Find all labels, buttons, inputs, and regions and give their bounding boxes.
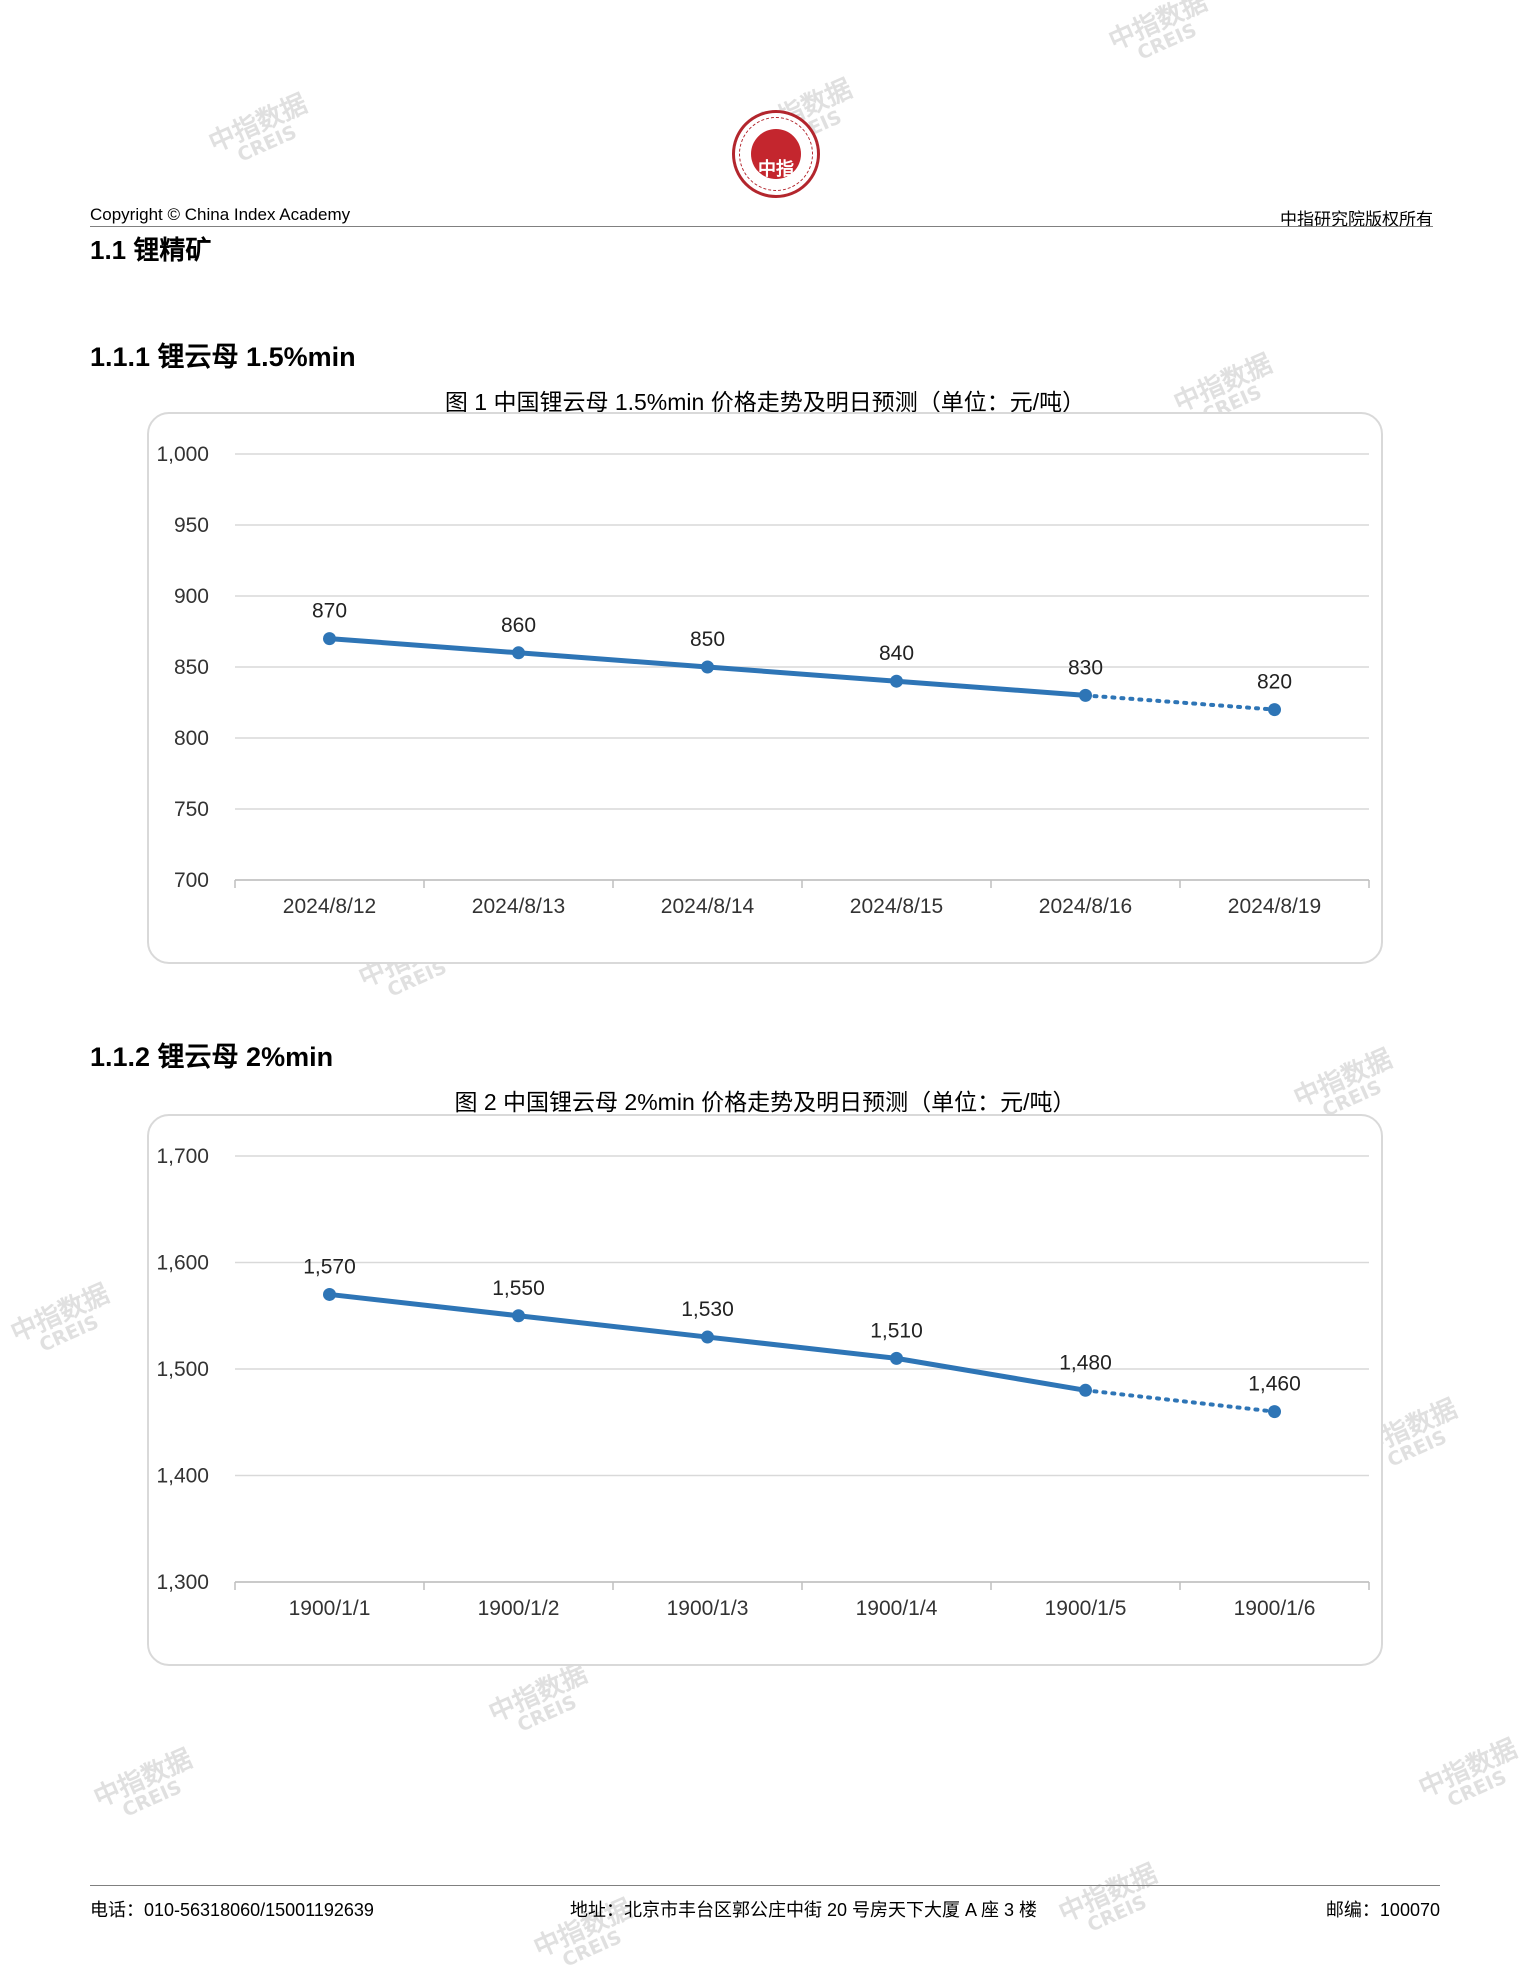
data-point [1079,688,1092,702]
x-tick-label: 2024/8/12 [283,895,376,918]
data-label: 830 [1068,656,1103,679]
data-point [701,660,714,674]
logo-ring [739,117,813,191]
data-label: 850 [690,628,725,651]
data-label: 870 [312,600,347,623]
data-point [512,646,525,660]
data-point [890,674,903,688]
subsection-heading-2: 1.1.2 锂云母 2%min [90,1042,334,1072]
x-tick-label: 1900/1/4 [856,1597,938,1620]
x-tick-label: 1900/1/3 [667,1597,749,1620]
series-line-forecast [1083,693,1277,712]
y-tick-label: 1,400 [156,1465,209,1488]
data-label: 1,460 [1248,1373,1301,1396]
logo-text: 中指 [758,159,794,180]
y-tick-label: 800 [174,727,209,750]
y-tick-label: 1,700 [156,1145,209,1168]
data-point [512,1309,525,1323]
y-tick-label: 1,600 [156,1252,209,1275]
data-point [890,1351,903,1365]
data-label: 860 [501,614,536,637]
chart-1-container: 700 750 800 850 900 950 1,000 2024/8/12 2024/8/1… [147,412,1383,964]
chart-2-container: 1,300 1,400 1,500 1,600 1,700 1900/1/1 1900/1/… [147,1114,1383,1666]
footer-phone: 电话：010-56318060/15001192639 [90,1900,374,1920]
y-tick-label: 950 [174,514,209,537]
x-tick-label: 1900/1/1 [289,1597,371,1620]
footer-address: 地址：北京市丰台区郭公庄中街 20 号房天下大厦 A 座 3 楼 [570,1900,1038,1920]
data-label: 1,530 [681,1298,734,1321]
data-point [1079,1383,1092,1397]
footer-postcode: 邮编：100070 [1325,1900,1440,1920]
y-tick-label: 850 [174,656,209,679]
logo-emblem: 中指 [751,129,801,180]
subsection-heading-1: 1.1.1 锂云母 1.5%min [90,342,356,372]
y-tick-label: 1,300 [156,1571,209,1594]
china-index-academy-logo: 中指 [732,110,820,198]
data-label: 820 [1257,671,1292,694]
figure-1-title: 图 1 中国锂云母 1.5%min 价格走势及明日预测（单位：元/吨） [444,389,1086,415]
data-point [701,1330,714,1344]
y-tick-label: 900 [174,585,209,608]
y-tick-label: 700 [174,869,209,892]
section-heading: 1.1 锂精矿 [90,235,212,265]
footer-divider [90,1885,1440,1886]
chart-2-svg: 1,300 1,400 1,500 1,600 1,700 1900/1/1 1900/1/… [156,1145,1370,1620]
header-divider [90,226,1433,227]
x-tick-label: 2024/8/19 [1228,895,1321,918]
x-tick-label: 2024/8/13 [472,895,565,918]
data-label: 1,550 [492,1277,545,1300]
x-tick-label: 2024/8/15 [850,895,943,918]
data-point [1268,1405,1281,1419]
data-label: 1,480 [1059,1351,1112,1374]
figure-2-title: 图 2 中国锂云母 2%min 价格走势及明日预测（单位：元/吨） [454,1089,1076,1115]
x-tick-label: 1900/1/5 [1045,1597,1127,1620]
data-label: 1,570 [303,1255,356,1278]
series-line-forecast [1083,1388,1277,1414]
y-tick-label: 750 [174,798,209,821]
rights-text: 中指研究院版权所有 [1280,210,1433,230]
copyright-text: Copyright © China Index Academy [90,205,351,224]
data-point [323,632,336,646]
data-point [1268,703,1281,717]
x-tick-label: 1900/1/6 [1234,1597,1316,1620]
y-tick-label: 1,000 [156,443,209,466]
x-tick-label: 2024/8/16 [1039,895,1132,918]
chart-1-svg: 700 750 800 850 900 950 1,000 2024/8/12 2024/8/1… [156,443,1370,918]
y-tick-label: 1,500 [156,1358,209,1381]
x-tick-label: 1900/1/2 [478,1597,560,1620]
x-tick-label: 2024/8/14 [661,895,755,918]
data-label: 840 [879,642,914,665]
data-point [323,1287,336,1301]
data-label: 1,510 [870,1319,923,1342]
